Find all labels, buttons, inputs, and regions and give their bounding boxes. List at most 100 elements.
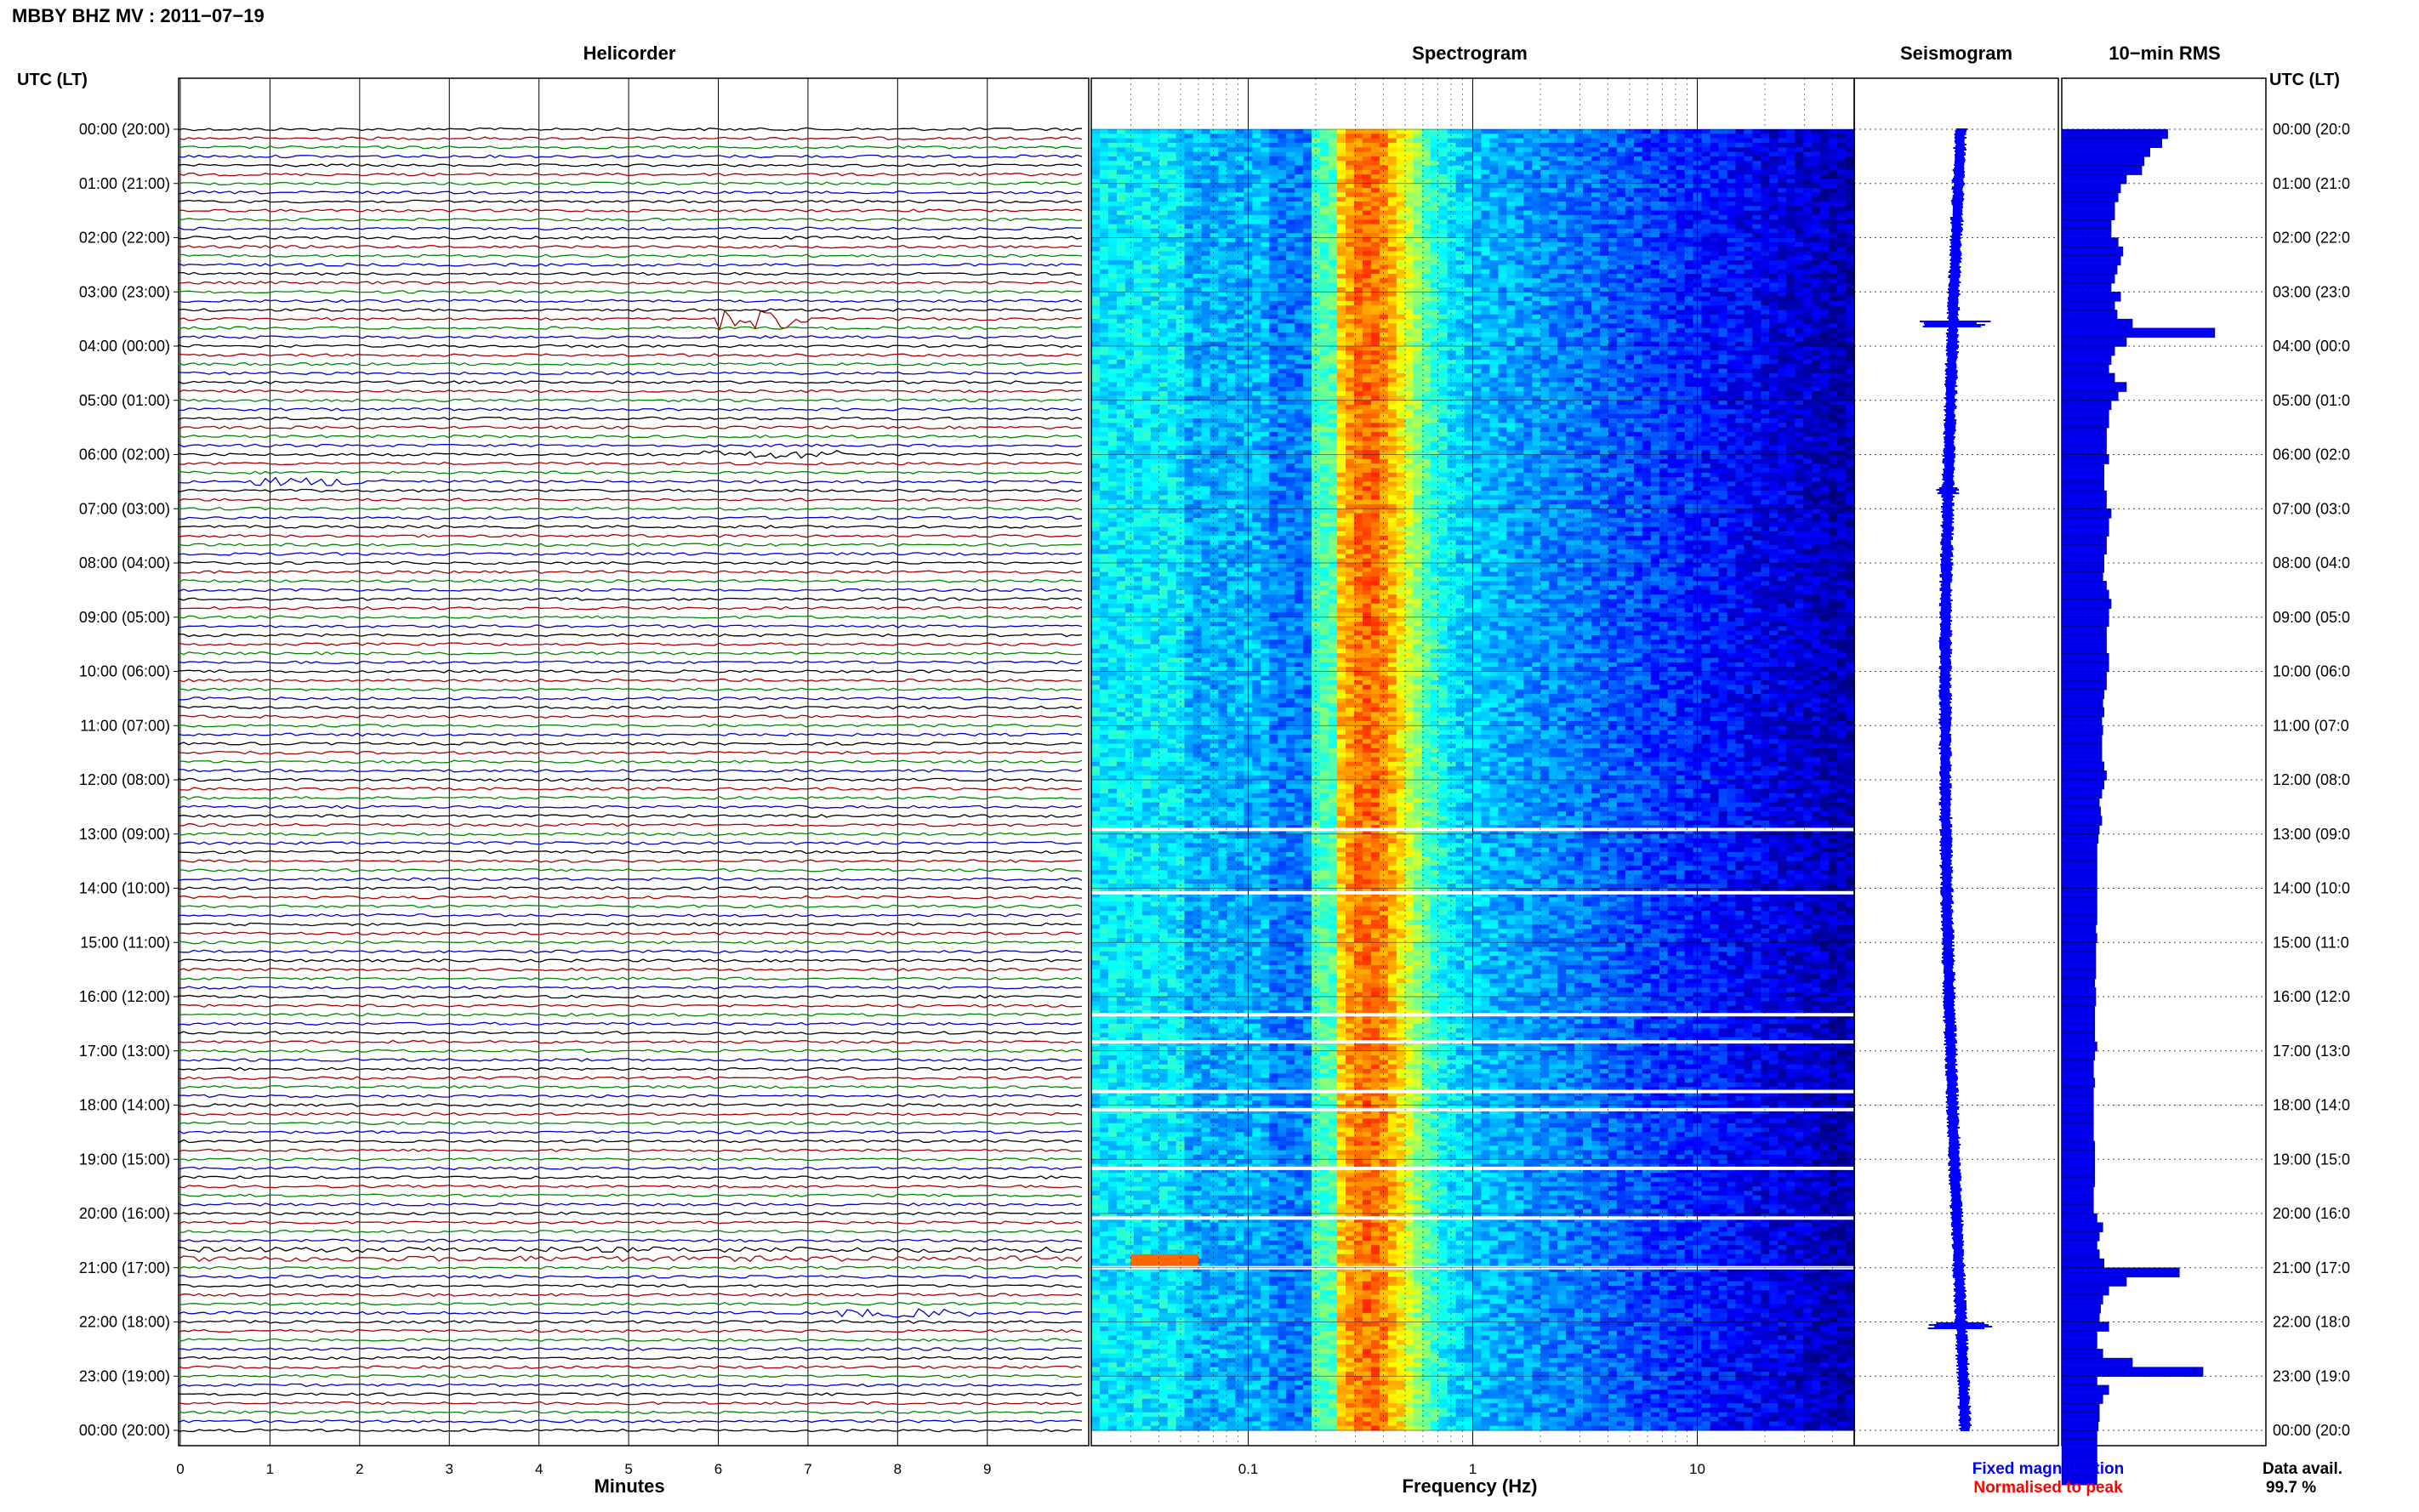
- spectrogram-cell: [1829, 238, 1838, 243]
- spectrogram-cell: [1736, 364, 1745, 369]
- spectrogram-cell: [1786, 305, 1796, 310]
- spectrogram-cell: [1210, 139, 1220, 144]
- spectrogram-cell: [1846, 256, 1855, 261]
- spectrogram-cell: [1719, 264, 1728, 270]
- spectrogram-cell: [1786, 315, 1796, 320]
- spectrogram-cell: [1202, 328, 1211, 333]
- spectrogram-cell: [1846, 188, 1855, 193]
- spectrogram-cell: [1125, 323, 1135, 328]
- spectrogram-cell: [1549, 297, 1558, 302]
- helicorder-trace: [179, 941, 1082, 944]
- spectrogram-cell: [1506, 283, 1516, 288]
- spectrogram-cell: [1091, 225, 1101, 230]
- spectrogram-cell: [1134, 161, 1143, 166]
- spectrogram-cell: [1278, 188, 1287, 193]
- spectrogram-cell: [1786, 297, 1796, 302]
- spectrogram-cell: [1702, 278, 1711, 283]
- spectrogram-cell: [1761, 202, 1770, 207]
- spectrogram-cell: [1710, 242, 1720, 247]
- spectrogram-cell: [1159, 278, 1169, 283]
- spectrogram-cell: [1151, 139, 1160, 144]
- spectrogram-cell: [1202, 260, 1211, 265]
- spectrogram-cell: [1456, 319, 1466, 324]
- spectrogram-cell: [1651, 350, 1660, 355]
- spectrogram-cell: [1337, 179, 1346, 184]
- spectrogram-cell: [1320, 350, 1329, 355]
- spectrogram-cell: [1820, 184, 1830, 189]
- spectrogram-cell: [1608, 229, 1618, 234]
- spectrogram-cell: [1227, 184, 1237, 189]
- spectrogram-cell: [1600, 319, 1609, 324]
- spectrogram-cell: [1769, 143, 1779, 148]
- spectrogram-cell: [1159, 319, 1169, 324]
- spectrogram-cell: [1252, 242, 1261, 247]
- spectrogram-cell: [1566, 225, 1575, 230]
- spectrogram-cell: [1812, 323, 1821, 328]
- spectrogram-cell: [1142, 256, 1152, 261]
- spectrogram-cell: [1371, 287, 1380, 293]
- spectrogram-cell: [1108, 143, 1118, 148]
- spectrogram-cell: [1210, 219, 1220, 225]
- spectrogram-cell: [1659, 297, 1669, 302]
- spectrogram-cell: [1439, 310, 1449, 315]
- spectrogram-cell: [1091, 323, 1101, 328]
- spectrogram-cell: [1583, 315, 1592, 320]
- spectrogram-cell: [1820, 229, 1830, 234]
- spectrogram-cell: [1515, 197, 1524, 202]
- spectrogram-cell: [1295, 161, 1304, 166]
- spectrogram-cell: [1269, 364, 1278, 369]
- spectrogram-cell: [1337, 192, 1346, 197]
- spectrogram-cell: [1489, 211, 1499, 216]
- spectrogram-cell: [1837, 264, 1847, 270]
- spectrogram-cell: [1320, 305, 1329, 310]
- spectrogram-cell: [1142, 247, 1152, 252]
- helicorder-trace: [179, 327, 1082, 329]
- spectrogram-cell: [1727, 256, 1737, 261]
- spectrogram-cell: [1574, 355, 1584, 361]
- spectrogram-cell: [1685, 179, 1694, 184]
- spectrogram-cell: [1498, 337, 1507, 342]
- spectrogram-cell: [1676, 270, 1686, 275]
- spectrogram-cell: [1685, 346, 1694, 351]
- spectrogram-cell: [1795, 264, 1804, 270]
- helicorder-trace: [179, 742, 1082, 745]
- spectrogram-cell: [1397, 206, 1406, 211]
- helicorder-trace: [179, 264, 1082, 266]
- spectrogram-cell: [1312, 188, 1321, 193]
- spectrogram-cell: [1846, 328, 1855, 333]
- spectrogram-cell: [1397, 129, 1406, 134]
- spectrogram-cell: [1202, 211, 1211, 216]
- spectrogram-cell: [1261, 278, 1270, 283]
- spectrogram-cell: [1125, 147, 1135, 152]
- spectrogram-cell: [1685, 297, 1694, 302]
- spectrogram-cell: [1549, 229, 1558, 234]
- spectrogram-cell: [1278, 305, 1287, 310]
- spectrogram-cell: [1252, 139, 1261, 144]
- spectrogram-cell: [1252, 310, 1261, 315]
- spectrogram-cell: [1515, 170, 1524, 175]
- spectrogram-cell: [1549, 134, 1558, 139]
- spectrogram-cell: [1489, 256, 1499, 261]
- spectrogram-cell: [1252, 143, 1261, 148]
- spectrogram-cell: [1210, 369, 1220, 374]
- spectrogram-cell: [1608, 143, 1618, 148]
- spectrogram-cell: [1320, 229, 1329, 234]
- helicorder-trace: [179, 291, 1082, 293]
- spectrogram-cell: [1235, 215, 1244, 220]
- spectrogram-cell: [1465, 319, 1474, 324]
- spectrogram-cell: [1710, 360, 1720, 365]
- spectrogram-cell: [1312, 337, 1321, 342]
- helicorder-trace: [179, 697, 1082, 700]
- spectrogram-cell: [1829, 242, 1838, 247]
- spectrogram-cell: [1329, 129, 1338, 134]
- spectrogram-cell: [1100, 192, 1109, 197]
- spectrogram-cell: [1465, 242, 1474, 247]
- spectrogram-cell: [1303, 202, 1312, 207]
- spectrogram-cell: [1482, 278, 1491, 283]
- spectrogram-cell: [1151, 219, 1160, 225]
- spectrogram-cell: [1659, 310, 1669, 315]
- spectrogram-cell: [1506, 206, 1516, 211]
- spectrogram-cell: [1659, 305, 1669, 310]
- spectrogram-cell: [1117, 283, 1126, 288]
- spectrogram-cell: [1414, 192, 1423, 197]
